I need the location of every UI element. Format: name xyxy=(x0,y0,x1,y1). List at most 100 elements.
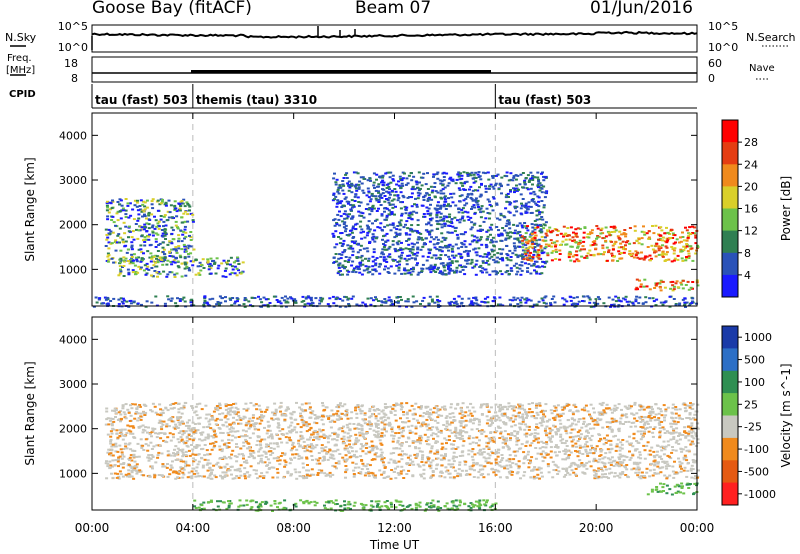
data-cell xyxy=(500,454,504,456)
data-cell xyxy=(661,303,665,306)
data-cell xyxy=(189,236,193,239)
data-cell xyxy=(456,173,460,176)
data-cell xyxy=(327,416,331,419)
data-cell xyxy=(353,195,357,198)
data-cell xyxy=(237,422,240,425)
data-cell xyxy=(466,211,470,214)
data-cell xyxy=(374,417,378,420)
data-cell xyxy=(458,221,462,224)
data-cell xyxy=(449,406,453,409)
data-cell xyxy=(293,468,297,471)
data-cell xyxy=(623,298,627,301)
data-cell xyxy=(392,404,396,406)
data-cell xyxy=(208,453,212,456)
data-cell xyxy=(520,255,524,257)
data-cell xyxy=(166,259,170,262)
data-cell xyxy=(542,227,546,230)
data-cell xyxy=(208,265,211,268)
data-cell xyxy=(576,464,580,467)
data-cell xyxy=(505,270,509,273)
data-cell xyxy=(372,251,376,254)
data-cell xyxy=(485,230,489,233)
data-cell xyxy=(410,213,414,216)
data-cell xyxy=(414,427,418,430)
data-cell xyxy=(674,416,678,419)
data-cell xyxy=(214,419,218,422)
data-cell xyxy=(230,304,234,307)
data-cell xyxy=(527,411,531,414)
data-cell xyxy=(440,180,444,183)
data-cell xyxy=(170,263,174,266)
data-cell xyxy=(139,260,143,263)
data-cell xyxy=(633,225,637,228)
beam-title: Beam 07 xyxy=(355,0,432,18)
data-cell xyxy=(462,233,466,236)
data-cell xyxy=(213,474,217,477)
data-cell xyxy=(166,475,170,478)
data-cell xyxy=(148,433,152,436)
data-cell xyxy=(554,245,557,248)
data-cell xyxy=(232,261,236,264)
data-cell xyxy=(495,217,499,220)
data-cell xyxy=(237,263,241,265)
data-cell xyxy=(519,207,523,210)
cpid-segment-label: themis (tau) 3310 xyxy=(196,93,317,107)
data-cell xyxy=(645,232,649,235)
data-cell xyxy=(203,438,207,441)
freq-strip-frame xyxy=(91,56,698,83)
data-cell xyxy=(436,223,440,225)
data-cell xyxy=(261,304,265,307)
data-cell xyxy=(411,266,415,269)
data-cell xyxy=(410,188,414,191)
data-cell xyxy=(498,258,502,260)
data-cell xyxy=(691,300,694,303)
data-cell xyxy=(388,421,392,424)
data-cell xyxy=(135,411,139,413)
data-cell xyxy=(440,406,444,409)
data-cell xyxy=(491,240,495,243)
data-cell xyxy=(672,436,676,439)
data-cell xyxy=(391,224,395,226)
data-cell xyxy=(614,419,618,422)
data-cell xyxy=(508,203,512,206)
data-cell xyxy=(574,423,578,426)
data-cell xyxy=(665,246,669,249)
data-cell xyxy=(540,235,544,238)
data-cell xyxy=(432,437,435,440)
data-cell xyxy=(124,417,128,420)
data-cell xyxy=(341,183,345,186)
data-cell xyxy=(110,432,114,435)
data-cell xyxy=(448,177,452,180)
data-cell xyxy=(364,447,368,449)
data-cell xyxy=(473,212,477,215)
data-cell xyxy=(401,248,405,251)
data-cell xyxy=(426,212,430,215)
data-cell xyxy=(450,260,454,263)
data-cell xyxy=(524,210,528,213)
data-cell xyxy=(602,253,605,256)
data-cell xyxy=(513,237,517,240)
data-cell xyxy=(200,439,204,442)
data-cell xyxy=(601,244,605,247)
data-cell xyxy=(426,428,430,431)
data-cell xyxy=(488,253,492,256)
data-cell xyxy=(348,443,351,446)
data-cell xyxy=(439,207,442,210)
data-cell xyxy=(147,235,151,238)
data-cell xyxy=(256,439,260,442)
data-cell xyxy=(531,257,535,260)
data-cell xyxy=(467,437,471,440)
data-cell xyxy=(476,199,480,202)
data-cell xyxy=(399,207,403,210)
data-cell xyxy=(449,192,453,195)
data-cell xyxy=(492,174,496,177)
data-cell xyxy=(121,238,125,241)
data-cell xyxy=(402,196,406,199)
data-cell xyxy=(684,306,687,308)
data-cell xyxy=(545,234,549,237)
data-cell xyxy=(470,193,474,196)
data-cell xyxy=(374,270,378,273)
data-cell xyxy=(499,212,503,215)
data-cell xyxy=(430,236,433,239)
data-cell xyxy=(445,422,449,425)
